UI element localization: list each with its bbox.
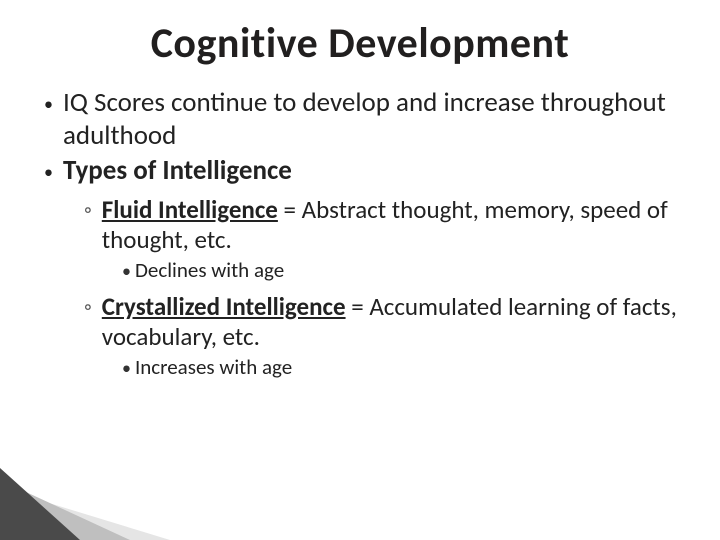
corner-shape-dark (0, 468, 80, 540)
list-item-text: Declines with age (135, 258, 284, 283)
bullet-glyph: • (122, 355, 131, 381)
bullet-glyph: • (44, 87, 53, 121)
bullet-glyph: ◦ (84, 292, 92, 322)
list-item-text: Increases with age (135, 355, 292, 380)
list-item-text: IQ Scores continue to develop and increa… (63, 87, 680, 153)
list-item: ◦ Crystallized Intelligence = Accumulated… (84, 292, 680, 353)
text-run: Increases with age (135, 354, 292, 380)
bullet-glyph: ◦ (84, 195, 92, 225)
list-item-text: Fluid Intelligence = Abstract thought, m… (102, 195, 680, 256)
list-item-text: Types of Intelligence (63, 155, 292, 188)
bullet-glyph: • (44, 155, 53, 189)
slide-body: • IQ Scores continue to develop and incre… (40, 87, 680, 381)
list-item: • IQ Scores continue to develop and incre… (44, 87, 680, 153)
text-run: IQ Scores continue to develop and increa… (63, 86, 666, 152)
text-run: Declines with age (135, 257, 284, 283)
corner-shape-mid (0, 480, 130, 540)
text-run: Fluid Intelligence (102, 194, 278, 225)
corner-shape-light (0, 488, 170, 540)
corner-decoration (0, 420, 220, 540)
list-item: •Declines with age (122, 258, 680, 284)
list-item: •Increases with age (122, 355, 680, 381)
text-run: Types of Intelligence (63, 154, 292, 187)
list-item: ◦ Fluid Intelligence = Abstract thought, … (84, 195, 680, 256)
list-item: • Types of Intelligence (44, 155, 680, 189)
bullet-glyph: • (122, 258, 131, 284)
slide-title: Cognitive Development (40, 18, 680, 69)
text-run: Crystallized Intelligence (102, 291, 346, 322)
list-item-text: Crystallized Intelligence = Accumulated … (102, 292, 680, 353)
